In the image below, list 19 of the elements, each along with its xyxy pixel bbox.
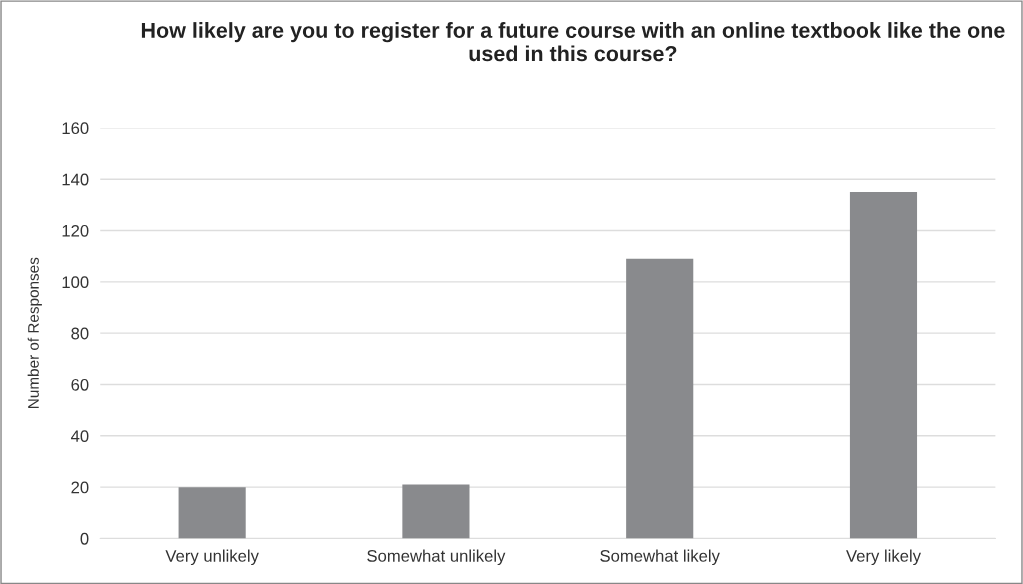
x-tick-label: Very likely: [846, 549, 921, 566]
bar: [402, 484, 470, 539]
y-tick-label: 160: [62, 122, 89, 135]
bar: [849, 192, 918, 539]
y-tick-label: 0: [80, 532, 89, 545]
bar: [626, 258, 694, 539]
bar: [178, 487, 246, 539]
y-tick-label: 60: [71, 378, 89, 391]
y-axis-title: Number of Responses: [27, 257, 42, 408]
y-tick-label: 100: [62, 276, 89, 289]
x-tick-label: Somewhat likely: [600, 549, 720, 566]
y-tick-label: 40: [70, 430, 89, 443]
x-tick-label: Somewhat unlikely: [367, 549, 506, 566]
y-tick-label: 80: [71, 327, 89, 340]
x-tick-label: Very unlikely: [165, 549, 259, 566]
y-tick-label: 140: [62, 173, 89, 186]
y-tick-label: 20: [71, 481, 89, 494]
y-tick-label: 120: [62, 224, 89, 237]
chart-title: How likely are you to register for a future course with an online textbook like the one used in this course?: [141, 22, 1005, 62]
